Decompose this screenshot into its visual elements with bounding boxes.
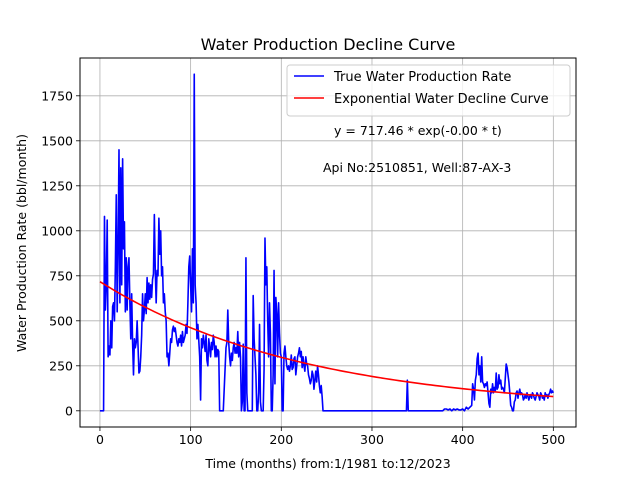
series-layer [99,73,555,412]
plot-frame [79,57,577,428]
x-tick-label: 0 [96,432,104,447]
axis-ticks: 0 100 200 300 400 500 0 250 500 750 1000 1250 1500 17… [41,88,565,447]
y-tick-label: 1000 [41,223,73,238]
y-tick-label: 500 [49,313,73,328]
equation-annotation: y = 717.46 * exp(-0.00 * t) [334,123,502,138]
y-tick-label: 1500 [41,133,73,148]
well-annotation: Api No:2510851, Well:87-AX-3 [323,160,511,175]
x-tick-label: 200 [269,432,293,447]
x-tick-label: 100 [179,432,203,447]
x-axis-label: Time (months) from:1/1981 to:12/2023 [204,456,450,471]
legend-label-true-rate: True Water Production Rate [333,70,511,85]
y-axis-label: Water Production Rate (bbl/month) [14,134,29,352]
x-tick-label: 500 [541,432,565,447]
y-tick-label: 0 [65,403,73,418]
y-tick-label: 1750 [41,88,73,103]
legend: True Water Production Rate Exponential W… [286,64,571,117]
y-tick-label: 250 [49,358,73,373]
legend-box [286,64,571,117]
series-line-exponential-decline-curve [99,280,554,398]
legend-label-exponential: Exponential Water Decline Curve [334,92,549,107]
chart-title: Water Production Decline Curve [201,35,456,54]
y-tick-label: 1250 [41,178,73,193]
y-tick-label: 750 [49,268,73,283]
x-tick-label: 300 [360,432,384,447]
x-tick-label: 400 [451,432,475,447]
